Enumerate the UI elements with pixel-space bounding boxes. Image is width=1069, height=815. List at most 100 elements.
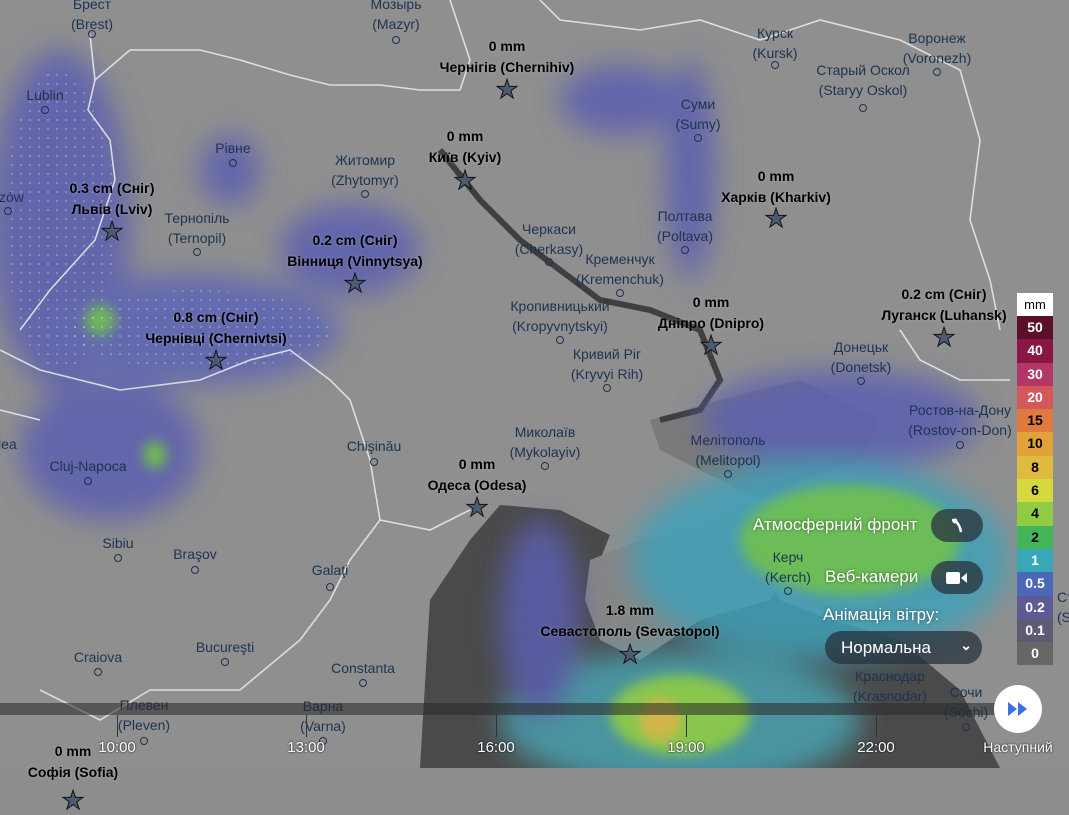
city-dot-icon (359, 679, 367, 687)
precip-area (700, 370, 980, 470)
legend-step: 2 (1017, 525, 1053, 549)
timeline-time[interactable]: 22:00 (857, 739, 895, 756)
city-name-latin: (Mykolayiv) (509, 444, 581, 460)
city-name: Житомир (334, 152, 396, 168)
city-name: Миколаїв (514, 424, 576, 440)
legend-step: 0.2 (1017, 595, 1053, 619)
forecast-marker[interactable]: 0.3 cm (Сніг) Львів (Lviv) (69, 178, 154, 220)
legend-step: 10 (1017, 432, 1053, 456)
city-dot-icon (94, 668, 102, 676)
forecast-name: Київ (Kyiv) (428, 149, 502, 165)
city-dot-icon (694, 134, 702, 142)
city-label: Плевен(Pleven) (118, 695, 170, 735)
forecast-marker[interactable]: 0.2 cm (Сніг) Вінниця (Vinnytsya) (287, 230, 422, 272)
city-dot-icon (84, 477, 92, 485)
legend-step: 50 (1017, 316, 1053, 340)
city-name-latin: (Donetsk) (830, 359, 892, 375)
city-dot-icon (962, 723, 970, 731)
precip-area (500, 520, 580, 720)
forecast-marker[interactable]: 0 mm Київ (Kyiv) (429, 126, 501, 168)
city-label: Краснодар (Krasnodar) (853, 666, 927, 706)
forecast-name: Харків (Kharkiv) (721, 189, 831, 205)
forecast-value: 0.8 cm (Сніг) (173, 309, 259, 325)
city-name: Кривий Ріг (572, 346, 642, 362)
timeline-tick (496, 715, 497, 737)
city-name-latin: (Varna) (300, 718, 346, 734)
legend-step: 1 (1017, 548, 1053, 573)
city-dot-icon (724, 470, 732, 478)
precip-area (200, 135, 260, 205)
star-icon[interactable]: ★ (618, 639, 642, 669)
forecast-marker[interactable]: 0.8 cm (Сніг) Чернівці (Chernivtsi) (145, 307, 286, 349)
city-name-latin: (Kryvyi Rih) (570, 366, 644, 382)
timeline-time[interactable]: 19:00 (667, 739, 705, 756)
city-label: Черкаси (Cherkasy) (515, 219, 583, 259)
city-dot-icon (956, 441, 964, 449)
forecast-value: 0.2 cm (Сніг) (312, 232, 398, 248)
next-label: Наступний (983, 739, 1053, 755)
legend-step: 20 (1017, 385, 1053, 410)
border-line (0, 409, 41, 421)
timeline-time[interactable]: 16:00 (477, 739, 515, 756)
star-icon[interactable]: ★ (465, 492, 489, 522)
city-name: Краснодар (855, 668, 925, 684)
city-dot-icon (88, 30, 96, 38)
atmospheric-front-toggle[interactable] (931, 509, 983, 542)
precip-area (280, 205, 420, 295)
forecast-marker[interactable]: 1.8 mm Севастополь (Sevastopol) (540, 600, 719, 642)
star-icon[interactable]: ★ (61, 785, 85, 815)
city-name: Кременчук (585, 251, 655, 267)
forecast-marker[interactable]: 0 mm Одеса (Odesa) (428, 454, 527, 496)
city-label: Миколаїв (Mykolayiv) (510, 422, 581, 462)
city-name: Мозырь (370, 0, 422, 12)
city-name: Cluj-Napoca (49, 458, 127, 474)
city-label: Тернопіль (Ternopil) (164, 208, 229, 248)
city-name: Суми (680, 96, 716, 112)
webcams-toggle[interactable] (931, 561, 983, 594)
city-label: Суми (Sumy) (675, 94, 720, 134)
city-label: Galaţi (312, 560, 349, 580)
city-name-latin: (Ternopil) (167, 230, 227, 246)
city-name: Constanta (331, 660, 395, 676)
city-label: Сочи(Sochi) (944, 682, 988, 722)
forecast-marker[interactable]: 0 mm Дніпро (Dnipro) (658, 292, 764, 334)
city-name: Воронеж (908, 30, 966, 46)
star-icon[interactable]: ★ (699, 330, 723, 360)
forecast-value: 1.8 mm (605, 602, 655, 618)
star-icon[interactable]: ★ (453, 165, 477, 195)
star-icon[interactable]: ★ (204, 345, 228, 375)
city-dot-icon (616, 289, 624, 297)
city-name: Мелітополь (690, 432, 766, 448)
legend-step: 6 (1017, 479, 1053, 503)
star-icon[interactable]: ★ (932, 322, 956, 352)
city-dot-icon (229, 159, 237, 167)
timeline-tick (876, 715, 877, 737)
city-name: Braşov (173, 546, 217, 562)
city-dot-icon (193, 248, 201, 256)
forecast-marker[interactable]: 0 mm Чернігів (Chernihiv) (440, 36, 575, 78)
star-icon[interactable]: ★ (100, 216, 124, 246)
next-button[interactable] (994, 685, 1042, 733)
timeline-bar[interactable] (0, 703, 1000, 715)
forecast-marker[interactable]: 0 mm Харків (Kharkiv) (721, 166, 831, 208)
weather-map[interactable] (0, 0, 1069, 768)
city-label: Chişinău (347, 436, 401, 456)
timeline-time[interactable]: 10:00 (98, 739, 136, 756)
timeline-time[interactable]: 13:00 (287, 739, 325, 756)
chevron-down-icon: ⌄ (960, 637, 972, 653)
star-icon[interactable]: ★ (495, 74, 519, 104)
wind-animation-select[interactable]: Нормальна ⌄ (825, 631, 982, 664)
forecast-marker[interactable]: 0.2 cm (Сніг) Луганск (Luhansk) (881, 284, 1006, 326)
city-dot-icon (326, 583, 334, 591)
legend-step: 8 (1017, 455, 1053, 480)
front-icon (951, 518, 963, 532)
star-icon[interactable]: ★ (343, 268, 367, 298)
city-name: Ста (1057, 589, 1069, 605)
legend-step: 0.1 (1017, 618, 1053, 643)
forecast-value: 0 mm (757, 168, 795, 184)
city-dot-icon (370, 458, 378, 466)
star-icon[interactable]: ★ (764, 203, 788, 233)
city-dot-icon (784, 587, 792, 595)
precip-area (560, 65, 680, 135)
legend-step: 15 (1017, 409, 1053, 433)
